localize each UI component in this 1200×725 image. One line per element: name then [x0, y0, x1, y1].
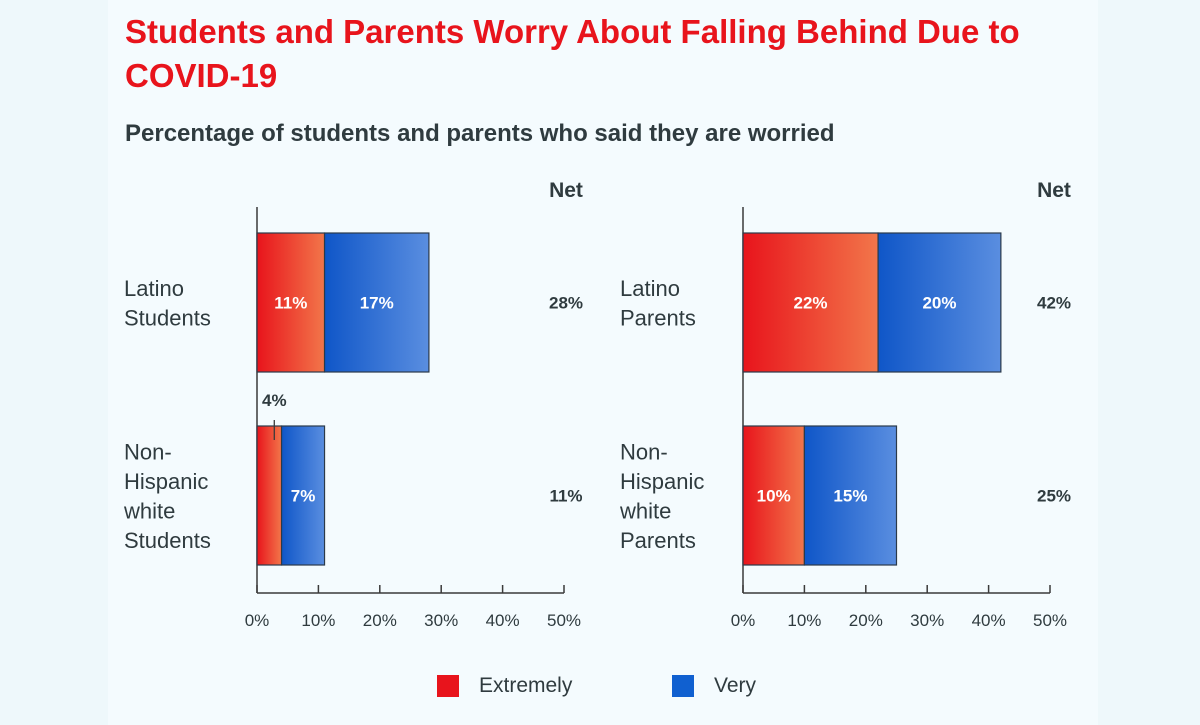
category-label: Latino Students — [124, 276, 211, 331]
category-label-line: Non- — [620, 439, 668, 464]
bar-label: 15% — [833, 487, 867, 506]
x-tick-label: 10% — [787, 611, 821, 630]
net-value: 25% — [1037, 487, 1071, 506]
bar-label: 11% — [274, 294, 307, 313]
legend-swatch-extremely — [437, 675, 459, 697]
bar-very — [323, 232, 430, 373]
category-label-line: Latino — [124, 276, 184, 301]
net-value: 42% — [1037, 294, 1071, 313]
x-tick-label: 40% — [486, 611, 520, 630]
x-tick-label: 10% — [301, 611, 335, 630]
x-tick-label: 50% — [547, 611, 581, 630]
bar-label: 7% — [291, 487, 316, 506]
legend: Extremely Very — [0, 674, 1200, 706]
x-tick-label: 40% — [972, 611, 1006, 630]
category-label: Latino Parents — [620, 276, 696, 331]
x-tick-label: 20% — [363, 611, 397, 630]
chart-students: Net 0% 10% 20% 30% 40% 50% 11% 17% Latino Students… — [123, 179, 583, 630]
bar-extremely — [742, 232, 879, 373]
category-label-line: Parents — [620, 528, 696, 553]
x-tick-label: 0% — [731, 611, 756, 630]
bar-label: 10% — [757, 487, 791, 506]
category-label-line: Students — [124, 305, 211, 330]
bar-label: 20% — [922, 294, 956, 313]
bar-label: 17% — [360, 294, 394, 313]
legend-swatch-very — [672, 675, 694, 697]
bar-extremely — [256, 425, 283, 566]
net-value: 11% — [549, 487, 582, 506]
bar-very — [877, 232, 1002, 373]
bar-label: 4% — [262, 391, 287, 410]
bar-very — [803, 425, 898, 566]
legend-label-extremely: Extremely — [479, 674, 573, 697]
category-label-line: Parents — [620, 305, 696, 330]
category-label-line: white — [123, 498, 175, 523]
x-tick-label: 30% — [424, 611, 458, 630]
net-value: 28% — [549, 294, 583, 313]
x-tick-label: 30% — [910, 611, 944, 630]
chart-subtitle: Percentage of students and parents who s… — [125, 120, 835, 147]
bar-very — [280, 425, 326, 566]
bar-extremely — [256, 232, 326, 373]
net-header: Net — [1037, 179, 1071, 202]
chart-parents: Net 0% 10% 20% 30% 40% 50% 22% 20% Latino Parents 4… — [619, 179, 1071, 630]
category-label: Non- Hispanic white Students — [123, 439, 211, 553]
x-tick-label: 50% — [1033, 611, 1067, 630]
category-label-line: Latino — [620, 276, 680, 301]
chart-title: Students and Parents Worry About Falling… — [125, 13, 1020, 94]
net-header: Net — [549, 179, 583, 202]
legend-item-very: Very — [672, 674, 756, 698]
category-label: Non- Hispanic white Parents — [619, 439, 704, 553]
category-label-line: white — [619, 498, 671, 523]
x-tick-label: 0% — [245, 611, 270, 630]
category-label-line: Non- — [124, 439, 172, 464]
category-label-line: Students — [124, 528, 211, 553]
x-tick-label: 20% — [849, 611, 883, 630]
bar-label: 22% — [794, 294, 828, 313]
legend-item-extremely: Extremely — [437, 674, 572, 698]
category-label-line: Hispanic — [124, 469, 208, 494]
bar-extremely — [742, 425, 806, 566]
legend-label-very: Very — [714, 674, 757, 697]
category-label-line: Hispanic — [620, 469, 704, 494]
